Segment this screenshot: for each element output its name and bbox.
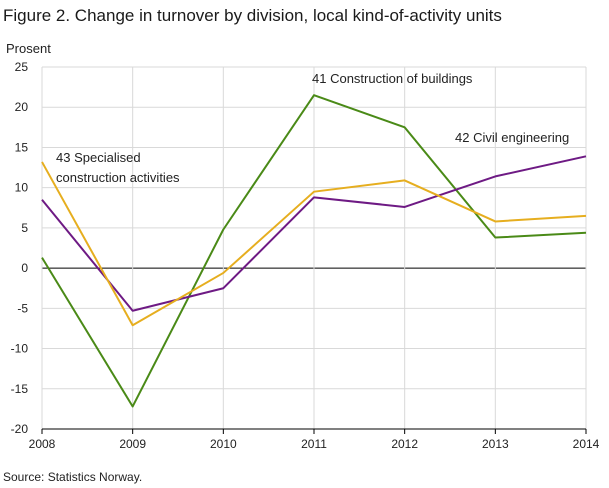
x-tick-label: 2013 bbox=[482, 437, 509, 451]
source-note: Source: Statistics Norway. bbox=[3, 470, 143, 484]
y-tick-label: 0 bbox=[21, 261, 28, 275]
y-tick-label: 10 bbox=[15, 181, 29, 195]
y-tick-label: -15 bbox=[11, 382, 29, 396]
series-label-1: 41 Construction of buildings bbox=[312, 71, 473, 86]
y-tick-label: -10 bbox=[11, 342, 29, 356]
chart-title: Figure 2. Change in turnover by division… bbox=[3, 6, 502, 25]
y-tick-label: 25 bbox=[15, 60, 29, 74]
x-tick-label: 2014 bbox=[573, 437, 600, 451]
y-tick-label: -5 bbox=[17, 301, 28, 315]
x-tick-label: 2011 bbox=[301, 437, 327, 451]
series-label-3: 43 Specialised bbox=[56, 150, 141, 165]
series-label-2: 42 Civil engineering bbox=[455, 130, 569, 145]
y-tick-label: -20 bbox=[11, 422, 29, 436]
y-tick-label: 20 bbox=[15, 100, 29, 114]
x-tick-label: 2009 bbox=[119, 437, 146, 451]
y-tick-label: 5 bbox=[21, 221, 28, 235]
x-tick-label: 2012 bbox=[391, 437, 418, 451]
y-tick-label: 15 bbox=[15, 140, 29, 154]
series-label-3: construction activities bbox=[56, 170, 180, 185]
x-tick-label: 2008 bbox=[29, 437, 56, 451]
x-tick-label: 2010 bbox=[210, 437, 237, 451]
y-axis-label: Prosent bbox=[6, 41, 51, 56]
